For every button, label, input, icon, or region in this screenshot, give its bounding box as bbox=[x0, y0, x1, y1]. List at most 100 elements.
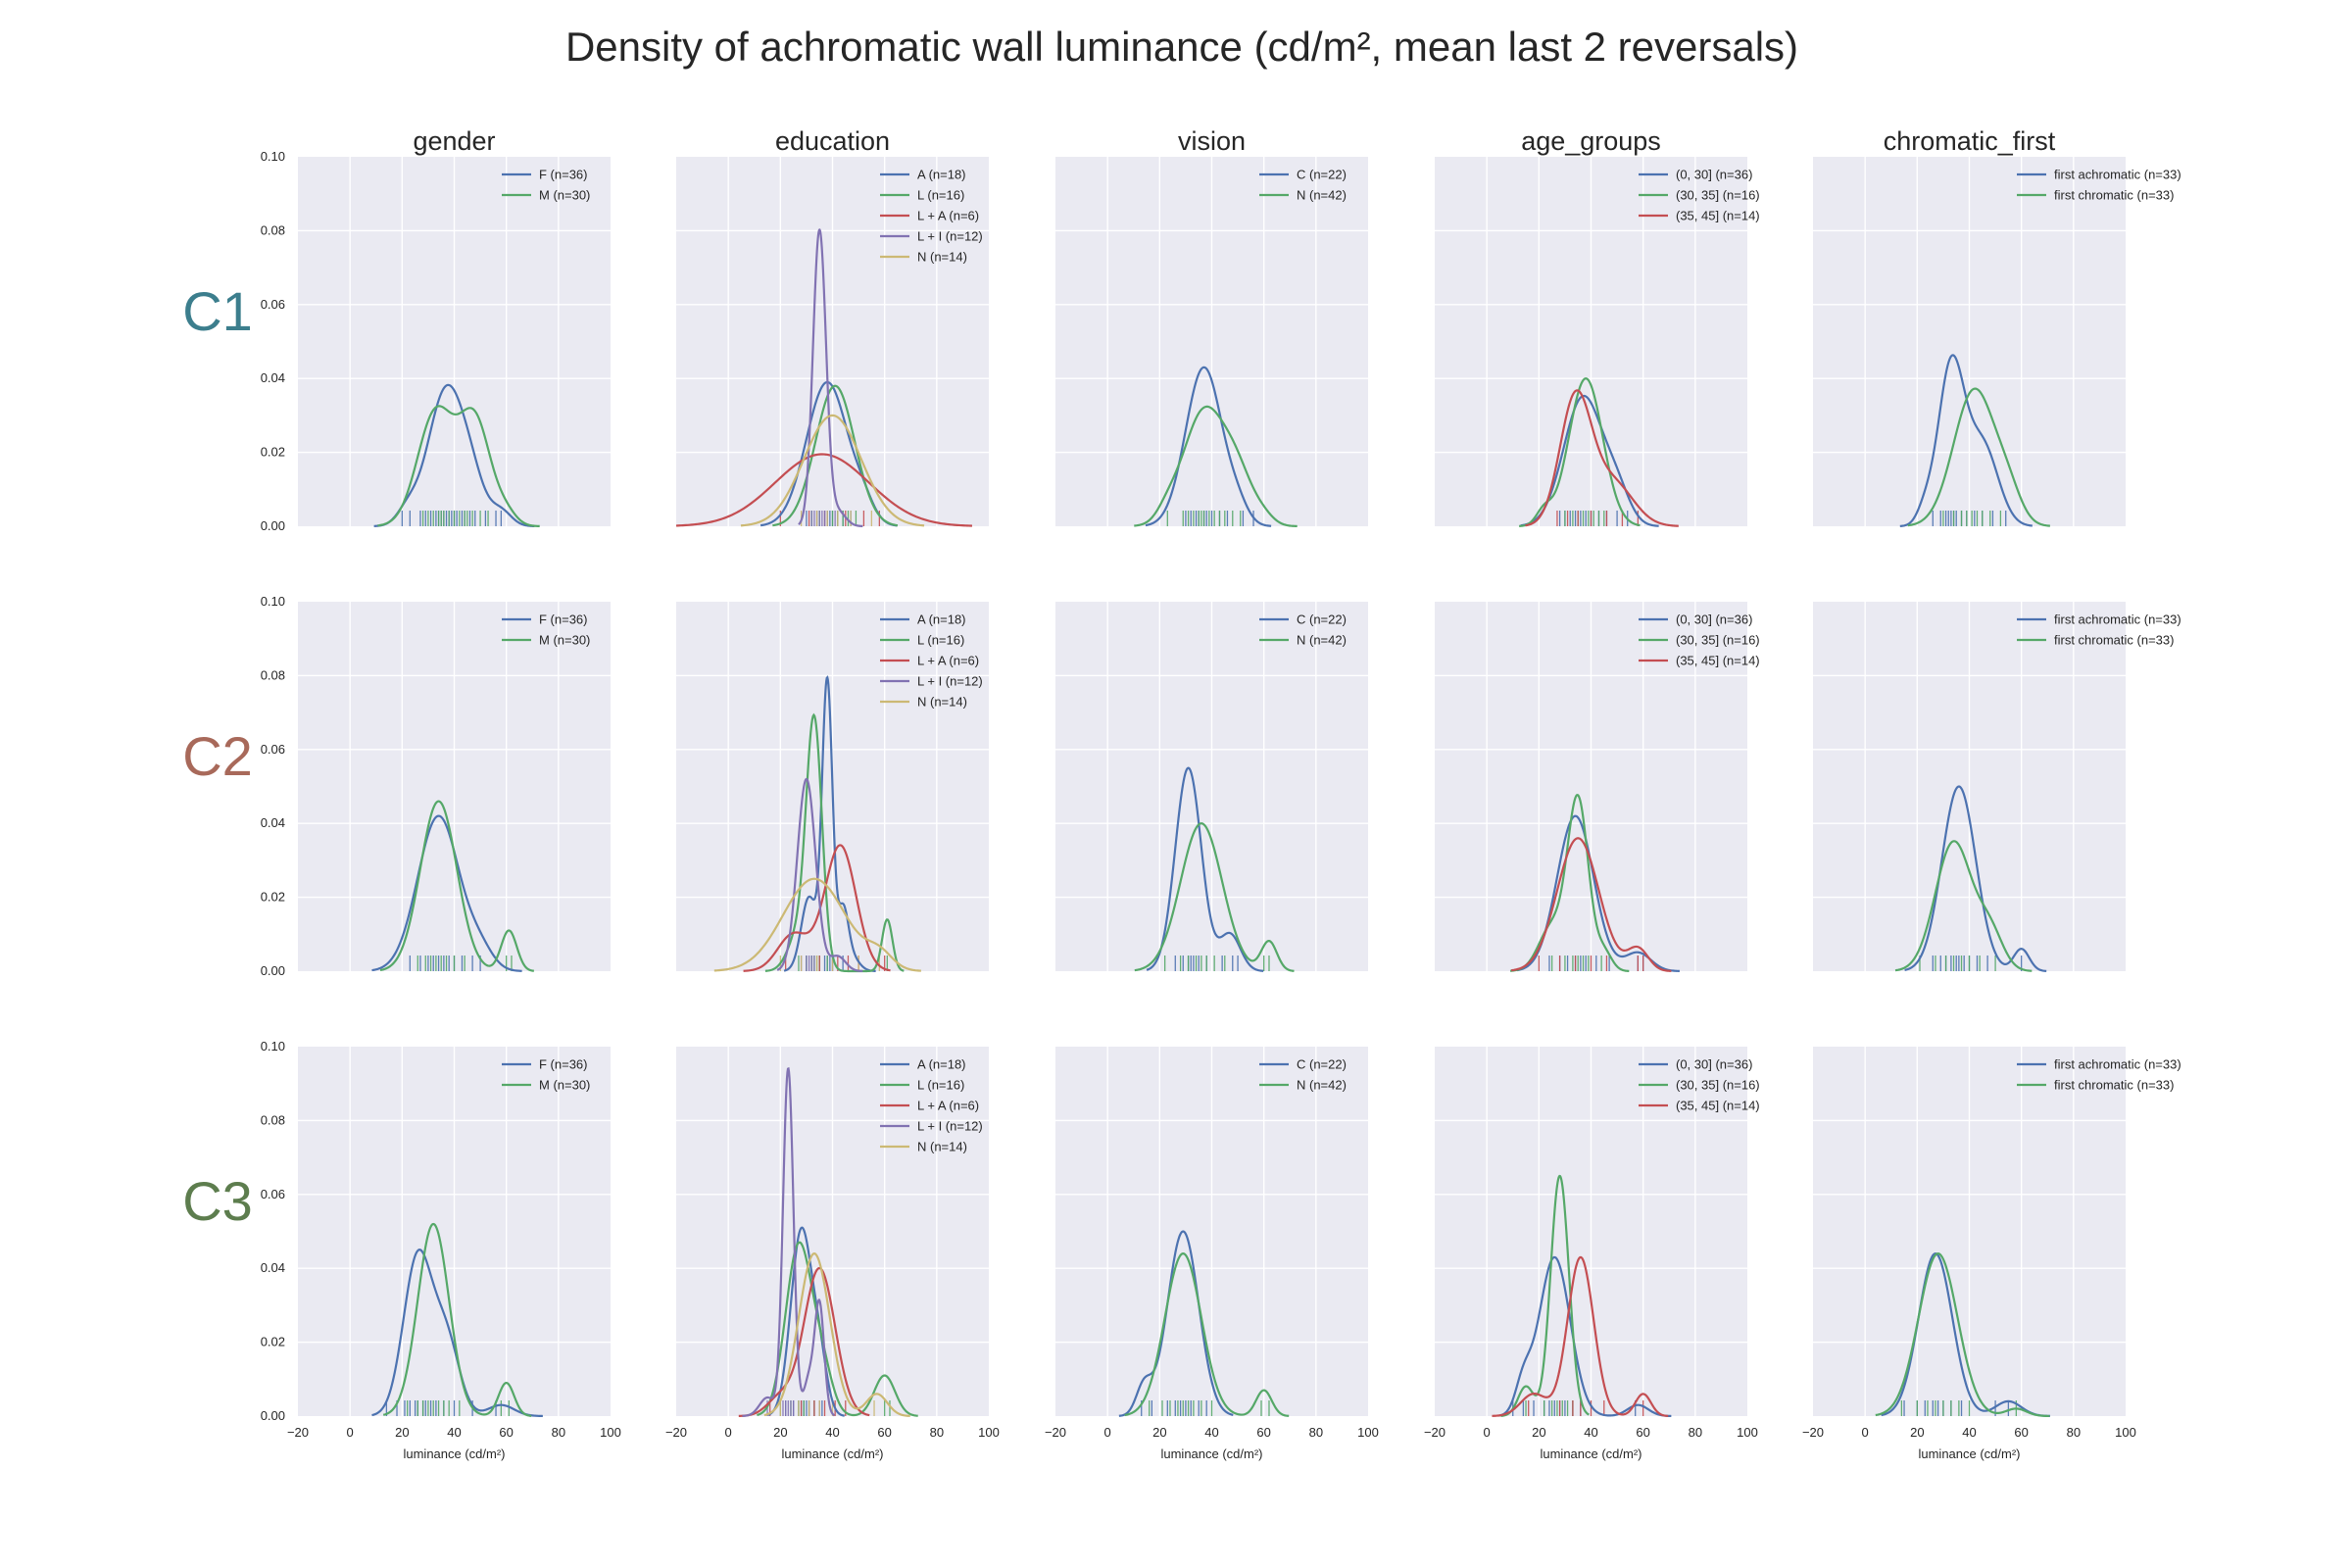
legend: F (n=36) M (n=30) bbox=[502, 612, 590, 648]
x-axis-label: luminance (cd/m²) bbox=[403, 1446, 505, 1461]
density-curve-1 bbox=[1904, 785, 2047, 972]
x-tick-label: 0 bbox=[347, 1425, 354, 1440]
density-curve-2 bbox=[1500, 1174, 1590, 1417]
density-curve-1 bbox=[1118, 1230, 1234, 1417]
x-tick-label: 40 bbox=[825, 1425, 839, 1440]
column-title-vision: vision bbox=[1178, 126, 1246, 156]
legend-label: M (n=30) bbox=[539, 188, 590, 203]
legend: A (n=18) L (n=16) L + A (n=6) L + I (n=12) N… bbox=[880, 168, 983, 265]
legend-label: L (n=16) bbox=[917, 1078, 964, 1093]
legend: A (n=18) L (n=16) L + A (n=6) L + I (n=12) N… bbox=[880, 612, 983, 710]
x-tick-label: 20 bbox=[1910, 1425, 1924, 1440]
legend-label: (30, 35] (n=16) bbox=[1676, 1078, 1760, 1093]
y-tick-label: 0.00 bbox=[261, 963, 285, 978]
legend-label: C (n=22) bbox=[1297, 612, 1347, 627]
y-tick-label: 0.04 bbox=[261, 815, 285, 830]
panel-r3-chromatic_first: −20 0 20 40 60 80 100 luminance (cd/m²) first ac… bbox=[1802, 1047, 2181, 1461]
y-tick-label: 0.06 bbox=[261, 742, 285, 757]
legend-label: L + I (n=12) bbox=[917, 674, 983, 689]
legend-label: N (n=42) bbox=[1297, 188, 1347, 203]
legend-label: N (n=42) bbox=[1297, 1078, 1347, 1093]
panel-r2-age_groups: (0, 30] (n=36) (30, 35] (n=16) (35, 45] (n… bbox=[1435, 602, 1760, 972]
x-tick-label: 100 bbox=[600, 1425, 621, 1440]
figure-title: Density of achromatic wall luminance (cd… bbox=[565, 24, 1798, 70]
legend-label: (0, 30] (n=36) bbox=[1676, 1057, 1752, 1072]
density-curve-2 bbox=[1124, 1251, 1290, 1417]
legend-label: first achromatic (n=33) bbox=[2054, 1057, 2181, 1072]
x-axis-label: luminance (cd/m²) bbox=[781, 1446, 883, 1461]
x-tick-label: 20 bbox=[1152, 1425, 1166, 1440]
legend-label: L (n=16) bbox=[917, 633, 964, 648]
x-tick-label: 20 bbox=[395, 1425, 409, 1440]
legend: C (n=22) N (n=42) bbox=[1259, 612, 1347, 648]
y-tick-label: 0.00 bbox=[261, 518, 285, 533]
density-curve-2 bbox=[1519, 377, 1641, 527]
x-tick-label: −20 bbox=[1045, 1425, 1066, 1440]
legend-label: N (n=14) bbox=[917, 695, 967, 710]
panel-r1-education: education A (n=18) L (n=16) L + A (n=6) L + … bbox=[675, 126, 989, 528]
x-axis-label: luminance (cd/m²) bbox=[1540, 1446, 1642, 1461]
y-tick-label: 0.02 bbox=[261, 445, 285, 460]
panels-layer: C1 gender 0.00 0.02 0.04 0.06 0.08 0.10 F (n=36)… bbox=[182, 126, 2180, 1461]
x-tick-label: 80 bbox=[930, 1425, 944, 1440]
x-tick-label: 40 bbox=[1962, 1425, 1976, 1440]
panel-r3-gender: 0.00 0.02 0.04 0.06 0.08 0.10 −20 0 20 40 60 80 100 l… bbox=[261, 1039, 621, 1461]
y-tick-label: 0.04 bbox=[261, 1260, 285, 1275]
legend-label: N (n=14) bbox=[917, 250, 967, 265]
panel-r2-vision: C (n=22) N (n=42) bbox=[1055, 602, 1368, 972]
density-curve-2 bbox=[772, 384, 899, 527]
panel-r1-vision: vision C (n=22) N (n=42) bbox=[1055, 126, 1368, 528]
x-axis-label: luminance (cd/m²) bbox=[1918, 1446, 2020, 1461]
y-tick-label: 0.00 bbox=[261, 1408, 285, 1423]
density-curve-2 bbox=[379, 800, 534, 972]
x-tick-label: 40 bbox=[447, 1425, 461, 1440]
legend-label: L (n=16) bbox=[917, 188, 964, 203]
legend-label: L + A (n=6) bbox=[917, 654, 979, 668]
row-label-C1: C1 bbox=[182, 280, 253, 342]
x-tick-label: 100 bbox=[978, 1425, 1000, 1440]
density-curve-4 bbox=[776, 777, 863, 973]
density-curve-4 bbox=[798, 228, 863, 528]
legend: F (n=36) M (n=30) bbox=[502, 168, 590, 203]
panel-r3-vision: −20 0 20 40 60 80 100 luminance (cd/m²) C (n=22)… bbox=[1045, 1047, 1379, 1461]
legend-label: F (n=36) bbox=[539, 168, 588, 182]
legend-label: C (n=22) bbox=[1297, 1057, 1347, 1072]
x-tick-label: −20 bbox=[1802, 1425, 1824, 1440]
density-curve-2 bbox=[1894, 840, 2033, 972]
legend-label: first chromatic (n=33) bbox=[2054, 1078, 2174, 1093]
density-curve-2 bbox=[382, 1222, 532, 1417]
density-curve-3 bbox=[1511, 837, 1672, 972]
legend-label: A (n=18) bbox=[917, 1057, 966, 1072]
density-curve-1 bbox=[783, 675, 876, 973]
legend-label: A (n=18) bbox=[917, 612, 966, 627]
legend: first achromatic (n=33) first chromatic (… bbox=[2017, 168, 2181, 203]
y-tick-label: 0.06 bbox=[261, 1187, 285, 1201]
x-tick-label: −20 bbox=[1424, 1425, 1446, 1440]
legend-label: C (n=22) bbox=[1297, 168, 1347, 182]
x-tick-label: 60 bbox=[499, 1425, 513, 1440]
panel-r2-education: A (n=18) L (n=16) L + A (n=6) L + I (n=12) N… bbox=[676, 602, 989, 973]
legend: A (n=18) L (n=16) L + A (n=6) L + I (n=12) N… bbox=[880, 1057, 983, 1154]
x-tick-label: 0 bbox=[1484, 1425, 1491, 1440]
panel-r3-age_groups: −20 0 20 40 60 80 100 luminance (cd/m²) (0, 30] … bbox=[1424, 1047, 1760, 1461]
legend-label: N (n=42) bbox=[1297, 633, 1347, 648]
legend-label: N (n=14) bbox=[917, 1140, 967, 1154]
column-title-chromatic_first: chromatic_first bbox=[1884, 126, 2056, 156]
x-tick-label: 100 bbox=[2115, 1425, 2136, 1440]
density-curve-2 bbox=[1134, 822, 1295, 972]
legend-label: (35, 45] (n=14) bbox=[1676, 209, 1760, 223]
x-tick-label: 80 bbox=[1309, 1425, 1323, 1440]
x-tick-label: 80 bbox=[1689, 1425, 1702, 1440]
column-title-gender: gender bbox=[413, 126, 495, 156]
x-tick-label: −20 bbox=[287, 1425, 309, 1440]
density-curve-2 bbox=[1875, 1252, 2050, 1418]
column-title-education: education bbox=[775, 126, 890, 156]
density-curve-3 bbox=[675, 453, 973, 527]
legend-label: (35, 45] (n=14) bbox=[1676, 654, 1760, 668]
panel-r2-gender: 0.00 0.02 0.04 0.06 0.08 0.10 F (n=36) M (n=30) bbox=[261, 594, 611, 978]
density-curve-5 bbox=[763, 1252, 910, 1417]
y-tick-label: 0.08 bbox=[261, 1112, 285, 1127]
y-tick-label: 0.04 bbox=[261, 370, 285, 385]
